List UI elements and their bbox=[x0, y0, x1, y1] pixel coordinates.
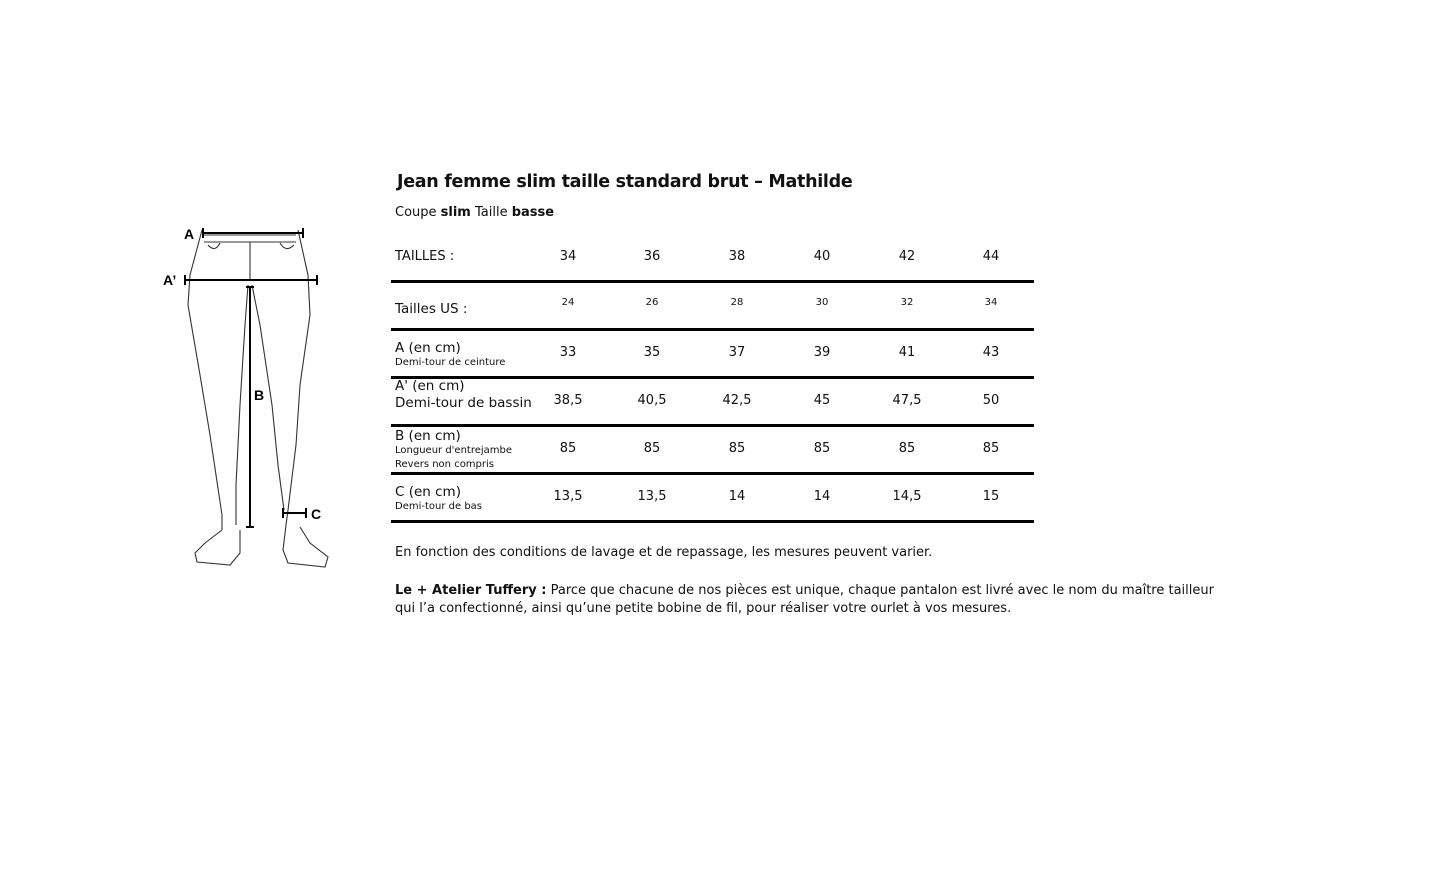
row-label: Tailles US : bbox=[395, 301, 467, 317]
row-label-sub: Demi-tour de bassin bbox=[395, 395, 532, 411]
header-size: 44 bbox=[982, 249, 1000, 264]
table-cell: 85 bbox=[728, 440, 746, 456]
table-cell: 15 bbox=[982, 488, 1000, 504]
subtitle: Coupe slim Taille basse bbox=[395, 205, 554, 220]
subtitle-text: Taille bbox=[470, 205, 512, 220]
table-cell: 42,5 bbox=[722, 392, 752, 408]
atelier-note-text: Parce que chacune de nos pièces est uniq… bbox=[395, 583, 1214, 616]
table-header-row: TAILLES : 34 36 38 40 42 44 bbox=[391, 236, 1034, 283]
table-cell: 13,5 bbox=[637, 488, 667, 504]
table-cell: 45 bbox=[813, 392, 831, 408]
table-cell: 14 bbox=[728, 488, 746, 504]
row-label-main: C (en cm) bbox=[395, 484, 461, 500]
table-cell: 40,5 bbox=[637, 392, 667, 408]
page-title: Jean femme slim taille standard brut – M… bbox=[397, 172, 853, 192]
atelier-note-title: Le + Atelier Tuffery : bbox=[395, 583, 547, 598]
table-cell: 37 bbox=[728, 344, 746, 360]
header-size: 40 bbox=[813, 249, 831, 264]
row-label: B (en cm) Longueur d'entrejambe Revers non… bbox=[395, 428, 512, 472]
table-cell: 30 bbox=[815, 296, 829, 308]
table-row: Tailles US : 24 26 28 30 32 34 bbox=[391, 283, 1034, 331]
header-size: 36 bbox=[643, 249, 661, 264]
table-cell: 13,5 bbox=[553, 488, 583, 504]
label-a: A bbox=[184, 226, 194, 242]
header-label: TAILLES : bbox=[395, 249, 455, 264]
table-cell: 47,5 bbox=[892, 392, 922, 408]
row-label-main: A' (en cm) bbox=[395, 378, 465, 394]
washing-note: En fonction des conditions de lavage et … bbox=[395, 545, 933, 560]
jeans-measurement-drawing: A A’ B C bbox=[163, 226, 329, 568]
row-label-sub: Revers non compris bbox=[395, 459, 494, 470]
subtitle-cut: slim bbox=[440, 205, 471, 220]
table-cell: 50 bbox=[982, 392, 1000, 408]
table-cell: 41 bbox=[898, 344, 916, 360]
table-row: A (en cm) Demi-tour de ceinture 33 35 37 39 41… bbox=[391, 331, 1034, 379]
row-label-main: B (en cm) bbox=[395, 428, 461, 444]
header-size: 42 bbox=[898, 249, 916, 264]
row-label-main: A (en cm) bbox=[395, 340, 461, 356]
row-label: A (en cm) Demi-tour de ceinture bbox=[395, 340, 505, 370]
row-label-main: Tailles US : bbox=[395, 301, 468, 317]
table-cell: 28 bbox=[730, 296, 744, 308]
table-cell: 26 bbox=[645, 296, 659, 308]
table-cell: 85 bbox=[559, 440, 577, 456]
atelier-note: Le + Atelier Tuffery : Parce que chacune… bbox=[395, 582, 1215, 618]
subtitle-text: Coupe bbox=[395, 205, 441, 220]
row-label-sub: Demi-tour de bas bbox=[395, 501, 483, 512]
table-cell: 33 bbox=[559, 344, 577, 360]
label-c: C bbox=[311, 506, 321, 522]
table-cell: 85 bbox=[643, 440, 661, 456]
table-cell: 34 bbox=[984, 296, 998, 308]
header-size: 34 bbox=[559, 249, 577, 264]
table-cell: 39 bbox=[813, 344, 831, 360]
label-a-prime: A’ bbox=[163, 272, 176, 288]
table-cell: 32 bbox=[900, 296, 914, 308]
table-row: C (en cm) Demi-tour de bas 13,5 13,5 14 14 14,… bbox=[391, 475, 1034, 523]
table-cell: 85 bbox=[813, 440, 831, 456]
table-cell: 24 bbox=[561, 296, 575, 308]
row-label-sub: Longueur d'entrejambe bbox=[395, 445, 513, 456]
header-size: 38 bbox=[728, 249, 746, 264]
table-cell: 35 bbox=[643, 344, 661, 360]
table-cell: 85 bbox=[898, 440, 916, 456]
row-label: A' (en cm) Demi-tour de bassin bbox=[395, 378, 532, 412]
row-label: C (en cm) Demi-tour de bas bbox=[395, 484, 482, 514]
table-cell: 85 bbox=[982, 440, 1000, 456]
table-cell: 14,5 bbox=[892, 488, 922, 504]
table-row: A' (en cm) Demi-tour de bassin 38,5 40,5 42,… bbox=[391, 378, 1034, 427]
label-b: B bbox=[254, 387, 264, 403]
table-cell: 38,5 bbox=[553, 392, 583, 408]
row-label-sub: Demi-tour de ceinture bbox=[395, 357, 506, 368]
table-cell: 43 bbox=[982, 344, 1000, 360]
size-table: TAILLES : 34 36 38 40 42 44 Tailles US : 24 26 2… bbox=[391, 236, 1034, 523]
table-row: B (en cm) Longueur d'entrejambe Revers non… bbox=[391, 427, 1034, 475]
subtitle-rise: basse bbox=[511, 205, 555, 220]
table-cell: 14 bbox=[813, 488, 831, 504]
